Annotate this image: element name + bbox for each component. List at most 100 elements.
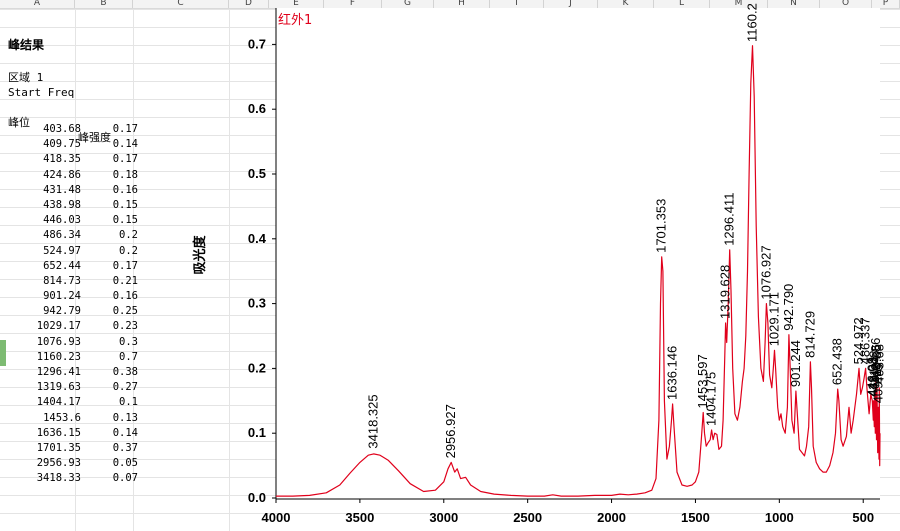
column-header-i[interactable]: I	[490, 0, 544, 8]
column-header-g[interactable]: G	[382, 0, 434, 8]
peak-table-row[interactable]: 901.24 0.16	[8, 289, 138, 304]
peak-intensity-cell: 0.07	[112, 472, 138, 485]
peak-table-row[interactable]: 1453.6 0.13	[8, 411, 138, 426]
peak-position-cell: 901.24	[43, 290, 81, 303]
peak-table-row[interactable]: 1160.23 0.7	[8, 350, 138, 365]
peak-position-cell: 1296.41	[36, 366, 81, 378]
peak-intensity-cell: 0.7	[119, 350, 138, 363]
peak-label: 1636.146	[665, 346, 680, 400]
peak-label: 431.48	[867, 351, 882, 391]
peak-label: 486.337	[858, 317, 873, 364]
peak-position-cell: 3418.33	[36, 472, 81, 485]
peak-table-row[interactable]: 1701.35 0.37	[8, 441, 138, 456]
peak-position-cell: 814.73	[43, 274, 81, 287]
peak-intensity-cell: 0.27	[112, 381, 138, 394]
peak-table-row[interactable]: 431.48 0.16	[8, 183, 138, 198]
column-header-n[interactable]: N	[768, 0, 820, 8]
peak-position-cell: 1404.17	[36, 396, 81, 409]
peak-table-row[interactable]: 486.34 0.2	[8, 228, 138, 243]
peak-label: 814.729	[802, 311, 817, 358]
peak-intensity-cell: 0.14	[112, 138, 138, 151]
x-tick-label: 3500	[345, 510, 374, 525]
column-header-a[interactable]: A	[0, 0, 75, 8]
peak-intensity-cell: 0.05	[112, 457, 138, 470]
peak-table-row[interactable]: 1076.93 0.3	[8, 335, 138, 350]
peak-intensity-cell: 0.2	[119, 229, 138, 242]
peak-intensity-cell: 0.17	[112, 259, 138, 272]
peak-table-row[interactable]: 424.86 0.18	[8, 168, 138, 183]
peak-label: 1404.175	[704, 372, 719, 426]
column-header-b[interactable]: B	[75, 0, 133, 8]
peak-table-row[interactable]: 1636.15 0.14	[8, 426, 138, 441]
peak-position-cell: 438.98	[43, 198, 81, 211]
y-tick-label: 0.5	[248, 166, 266, 181]
peak-table-row[interactable]: 418.35 0.17	[8, 152, 138, 167]
column-header-k[interactable]: K	[598, 0, 654, 8]
peak-intensity-cell: 0.1	[119, 396, 138, 409]
column-header-e[interactable]: E	[269, 0, 324, 8]
peak-position-cell: 1029.17	[36, 320, 81, 333]
peak-label: 1701.353	[654, 199, 669, 253]
spectrum-line[interactable]	[276, 45, 881, 497]
peak-intensity-cell: 0.38	[112, 366, 138, 378]
peak-label: 652.438	[830, 338, 845, 385]
peak-position-cell: 652.44	[43, 259, 81, 272]
peak-label: 901.244	[788, 340, 803, 387]
y-tick-label: 0.2	[248, 360, 266, 375]
peak-table-row[interactable]: 524.97 0.2	[8, 244, 138, 259]
peak-intensity-cell: 0.16	[112, 290, 138, 303]
peak-label: 1160.2	[745, 3, 760, 42]
peak-intensity-cell: 0.21	[112, 274, 138, 287]
peak-intensity-cell: 0.2	[119, 244, 138, 257]
panel-title: 峰结果	[8, 38, 45, 52]
column-header-c[interactable]: C	[133, 0, 229, 8]
column-header-m[interactable]: M	[710, 0, 768, 8]
peak-label: 409.75	[870, 364, 885, 404]
peak-table-row[interactable]: 409.75 0.14	[8, 137, 138, 152]
x-tick-label: 2000	[597, 510, 626, 525]
peak-table-row[interactable]: 1319.63 0.27	[8, 380, 138, 395]
peak-label: 403.68	[871, 344, 886, 384]
x-tick-label: 3000	[429, 510, 458, 525]
x-tick-label: 1000	[765, 510, 794, 525]
peak-table-row[interactable]: 1029.17 0.23	[8, 319, 138, 334]
peak-table-row[interactable]: 2956.93 0.05	[8, 456, 138, 471]
peak-table-row[interactable]: 814.73 0.21	[8, 274, 138, 289]
peak-table-row[interactable]: 652.44 0.17	[8, 259, 138, 274]
peak-intensity-cell: 0.15	[112, 214, 138, 227]
peak-intensity-cell: 0.17	[112, 153, 138, 166]
x-tick-label: 2500	[513, 510, 542, 525]
y-tick-label: 0.3	[248, 296, 266, 311]
column-header-l[interactable]: L	[654, 0, 710, 8]
position-column-header: 峰位	[8, 116, 30, 129]
peak-table-row[interactable]: 3418.33 0.07	[8, 471, 138, 486]
column-header-o[interactable]: O	[820, 0, 872, 8]
peak-label: 2956.927	[443, 404, 458, 458]
column-header-j[interactable]: J	[544, 0, 598, 8]
peak-label: 1319.628	[718, 265, 733, 319]
y-axis-label: 吸光度	[192, 235, 208, 275]
peak-label: 3418.325	[366, 394, 381, 448]
peak-label: 446.03	[864, 357, 879, 397]
peak-table-row[interactable]: 1296.41 0.38	[8, 365, 138, 380]
peak-table-row[interactable]: 403.68 0.17	[8, 122, 138, 137]
peak-position-cell: 409.75	[43, 138, 81, 151]
peak-intensity-cell: 0.3	[119, 335, 138, 348]
y-tick-label: 0.1	[248, 425, 266, 440]
peak-table-row[interactable]: 446.03 0.15	[8, 213, 138, 228]
peak-intensity-cell: 0.16	[112, 183, 138, 196]
y-tick-label: 0.4	[248, 231, 267, 246]
peak-table-row[interactable]: 438.98 0.15	[8, 198, 138, 213]
peak-intensity-cell: 0.15	[112, 198, 138, 211]
peak-intensity-cell: 0.37	[112, 441, 138, 454]
peak-table-row[interactable]: 942.79 0.25	[8, 304, 138, 319]
column-header-d[interactable]: D	[229, 0, 269, 8]
column-header-h[interactable]: H	[434, 0, 490, 8]
peak-position-cell: 2956.93	[36, 457, 81, 470]
peak-position-cell: 1453.6	[43, 411, 81, 424]
peak-position-cell: 1319.63	[36, 381, 81, 394]
column-header-f[interactable]: F	[324, 0, 382, 8]
peak-table-row[interactable]: 1404.17 0.1	[8, 395, 138, 410]
